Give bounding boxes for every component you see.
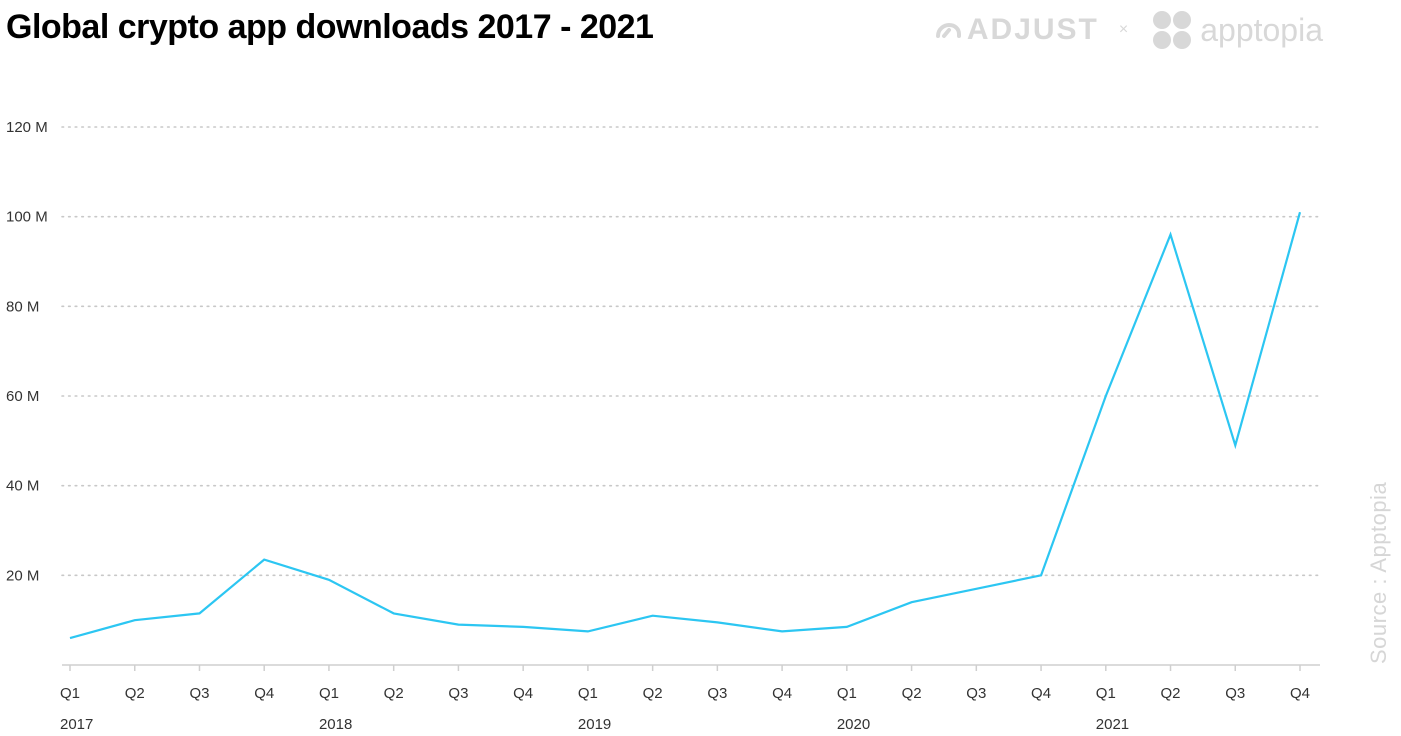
adjust-logo-icon	[935, 22, 961, 38]
x-tick-label: Q2	[1161, 685, 1181, 702]
x-tick-label: Q4	[254, 685, 274, 702]
x-tick-label: Q2	[643, 685, 663, 702]
y-tick-label: 80 M	[6, 298, 39, 315]
year-label: 2019	[578, 716, 611, 733]
y-tick-label: 20 M	[6, 567, 39, 584]
brand-logos: ADJUST × apptopia	[935, 8, 1323, 52]
x-tick-label: Q3	[189, 685, 209, 702]
gridlines	[61, 126, 1321, 577]
adjust-logo: ADJUST	[935, 13, 1099, 47]
y-tick-label: 100 M	[6, 209, 48, 226]
year-label: 2020	[837, 716, 870, 733]
x-tick-label: Q1	[837, 685, 857, 702]
series-layer	[69, 211, 1302, 640]
series-line	[69, 211, 1302, 640]
x-tick-label: Q1	[1096, 685, 1116, 702]
y-tick-label: 120 M	[6, 119, 48, 136]
x-tick-label: Q1	[319, 685, 339, 702]
x-tick-label: Q3	[966, 685, 986, 702]
adjust-logo-text: ADJUST	[966, 13, 1099, 46]
x-tick-label: Q3	[1225, 685, 1245, 702]
year-label: 2021	[1096, 716, 1129, 733]
y-tick-label: 40 M	[6, 478, 39, 495]
x-tick-label: Q1	[578, 685, 598, 702]
page-title: Global crypto app downloads 2017 - 2021	[6, 8, 654, 46]
apptopia-logo-text: apptopia	[1200, 11, 1323, 48]
x-tick-label: Q4	[1290, 685, 1310, 702]
x-tick-label: Q4	[772, 685, 792, 702]
x-tick-label: Q4	[513, 685, 533, 702]
logo-separator: ×	[1118, 21, 1129, 38]
year-label: 2018	[319, 716, 352, 733]
x-tick-label: Q3	[707, 685, 727, 702]
apptopia-logo: apptopia	[1150, 8, 1323, 52]
x-tick-label: Q2	[125, 685, 145, 702]
x-tick-label: Q1	[60, 685, 80, 702]
x-axis-ticks: Q1 Q2 Q3 Q4 Q1 Q2 Q3 Q4 Q1 Q2 Q3 Q4 Q1 Q2 Q3 Q4 Q1 Q2 Q3 Q4…	[60, 665, 1310, 733]
x-tick-label: Q2	[384, 685, 404, 702]
y-axis-ticks: 20 M 40 M 60 M 80 M 100 M 120 M	[6, 119, 48, 584]
year-label: 2017	[60, 716, 93, 733]
y-tick-label: 60 M	[6, 388, 39, 405]
apptopia-logo-icon	[1153, 11, 1192, 49]
x-tick-label: Q2	[902, 685, 922, 702]
x-tick-label: Q4	[1031, 685, 1051, 702]
x-tick-label: Q3	[448, 685, 468, 702]
